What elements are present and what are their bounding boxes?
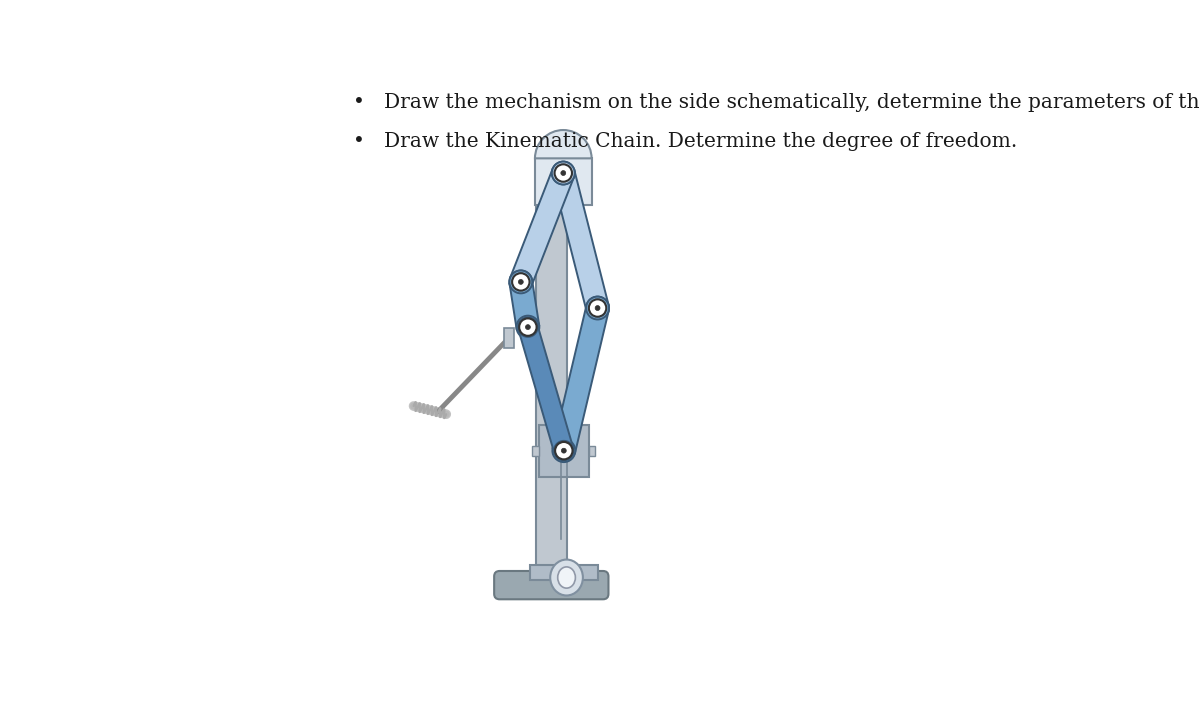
Ellipse shape xyxy=(551,559,583,595)
Circle shape xyxy=(595,305,600,310)
Polygon shape xyxy=(510,169,574,286)
Circle shape xyxy=(518,279,523,284)
Circle shape xyxy=(560,170,565,175)
FancyBboxPatch shape xyxy=(494,571,608,600)
Circle shape xyxy=(526,325,530,329)
Bar xyxy=(504,328,515,348)
Polygon shape xyxy=(518,325,574,453)
Circle shape xyxy=(509,271,533,293)
Circle shape xyxy=(554,441,574,460)
Circle shape xyxy=(554,164,572,182)
Circle shape xyxy=(512,273,529,291)
Circle shape xyxy=(589,299,606,317)
Text: •   Draw the Kinematic Chain. Determine the degree of freedom.: • Draw the Kinematic Chain. Determine th… xyxy=(353,132,1016,151)
Circle shape xyxy=(552,439,575,462)
Polygon shape xyxy=(510,280,539,329)
Circle shape xyxy=(509,271,533,293)
Ellipse shape xyxy=(558,567,575,588)
Text: •   Draw the mechanism on the side schematically, determine the parameters of th: • Draw the mechanism on the side schemat… xyxy=(353,93,1200,112)
Bar xyxy=(539,424,589,477)
Circle shape xyxy=(556,442,572,460)
Bar xyxy=(530,565,598,580)
Circle shape xyxy=(552,162,575,185)
Circle shape xyxy=(586,297,610,320)
Circle shape xyxy=(516,315,539,339)
Bar xyxy=(533,446,539,455)
Circle shape xyxy=(520,318,536,336)
Bar xyxy=(536,161,566,566)
Wedge shape xyxy=(535,130,592,158)
Circle shape xyxy=(586,297,610,320)
Circle shape xyxy=(562,448,566,453)
Bar xyxy=(589,446,595,455)
Polygon shape xyxy=(553,305,608,453)
Polygon shape xyxy=(552,170,608,311)
Bar xyxy=(535,158,592,204)
Circle shape xyxy=(552,162,575,185)
Circle shape xyxy=(518,317,538,337)
